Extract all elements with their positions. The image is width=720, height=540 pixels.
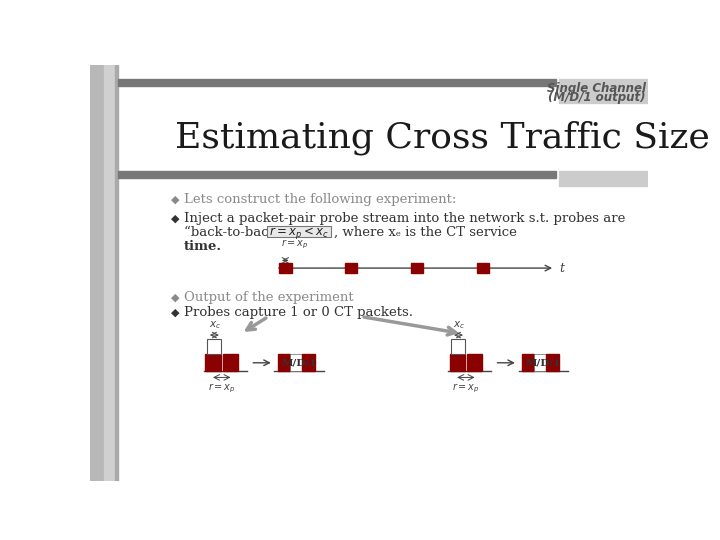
- Bar: [114, 65, 118, 481]
- Bar: [522, 354, 534, 372]
- Bar: [559, 79, 648, 103]
- Text: Probes capture 1 or 0 CT packets.: Probes capture 1 or 0 CT packets.: [184, 306, 413, 319]
- Text: Single Channel: Single Channel: [546, 82, 646, 94]
- Text: $r=x_p$: $r=x_p$: [208, 382, 235, 395]
- Text: ◆: ◆: [171, 292, 180, 302]
- Bar: [207, 339, 221, 354]
- Bar: [277, 354, 290, 372]
- Bar: [411, 262, 423, 273]
- Text: $x_c$: $x_c$: [453, 320, 465, 331]
- Text: Lets construct the following experiment:: Lets construct the following experiment:: [184, 193, 456, 206]
- Text: “back-to-back” and: “back-to-back” and: [184, 226, 312, 239]
- Text: ◆: ◆: [171, 308, 180, 318]
- Text: t: t: [559, 261, 564, 274]
- Text: $r=x_p$: $r=x_p$: [281, 238, 308, 251]
- Text: Inject a packet-pair probe stream into the network s.t. probes are: Inject a packet-pair probe stream into t…: [184, 212, 625, 225]
- Bar: [345, 262, 357, 273]
- Text: Output of the experiment: Output of the experiment: [184, 291, 354, 304]
- Bar: [477, 262, 489, 273]
- Bar: [534, 354, 546, 372]
- Text: M/D/1: M/D/1: [526, 359, 561, 367]
- Bar: [118, 171, 556, 178]
- Bar: [267, 226, 331, 237]
- Text: Estimating Cross Traffic Size: Estimating Cross Traffic Size: [175, 121, 710, 155]
- Bar: [546, 354, 559, 372]
- Bar: [302, 354, 315, 372]
- Text: $r = x_p < x_c$: $r = x_p < x_c$: [269, 225, 329, 241]
- Text: $r=x_p$: $r=x_p$: [452, 382, 480, 395]
- Bar: [559, 171, 648, 186]
- Bar: [222, 354, 238, 372]
- Text: ◆: ◆: [171, 214, 180, 224]
- Bar: [290, 354, 302, 372]
- Bar: [118, 79, 556, 86]
- Text: time.: time.: [184, 240, 222, 253]
- Text: M/D/1: M/D/1: [282, 359, 317, 367]
- Text: ◆: ◆: [171, 194, 180, 205]
- Text: , where xₑ is the CT service: , where xₑ is the CT service: [334, 226, 517, 239]
- Bar: [467, 354, 482, 372]
- Bar: [449, 354, 465, 372]
- Text: $x_c$: $x_c$: [209, 320, 221, 331]
- Text: (M/D/1 output): (M/D/1 output): [548, 91, 646, 104]
- Bar: [104, 65, 114, 481]
- Bar: [279, 262, 292, 273]
- Bar: [451, 339, 465, 354]
- Bar: [90, 65, 104, 481]
- Bar: [205, 354, 221, 372]
